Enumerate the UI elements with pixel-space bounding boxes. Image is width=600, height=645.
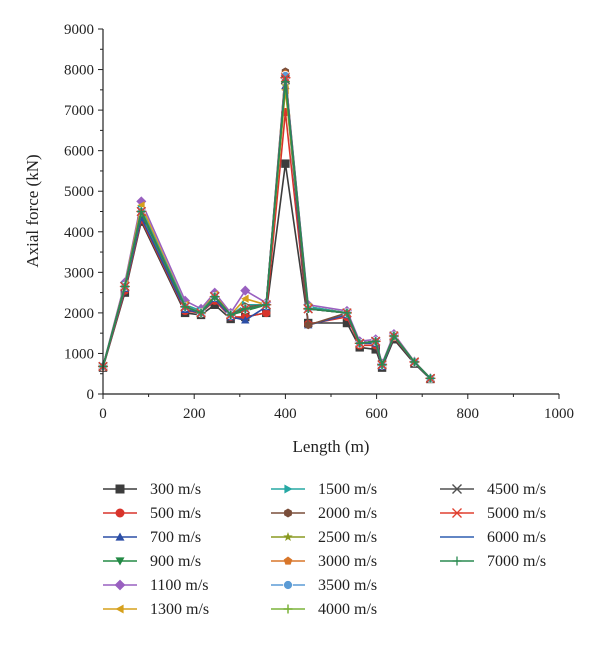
series-line-7000-m-s xyxy=(102,80,431,379)
data-point-300-m-s xyxy=(342,318,352,328)
data-point-7000-m-s xyxy=(426,374,435,383)
legend-label: 1300 m/s xyxy=(150,601,209,618)
data-point-7000-m-s xyxy=(355,339,364,348)
legend-swatch-marker xyxy=(451,508,463,518)
legend-swatch-marker xyxy=(283,556,293,565)
data-point-7000-m-s xyxy=(226,310,235,320)
y-tick-label: 7000 xyxy=(64,103,94,119)
data-point-7000-m-s xyxy=(180,302,190,312)
data-point-7000-m-s xyxy=(137,207,146,216)
data-point-7000-m-s xyxy=(410,357,419,367)
data-point-700-m-s xyxy=(241,315,250,324)
legend-swatch-marker xyxy=(283,532,293,542)
y-tick-label: 0 xyxy=(87,387,95,403)
legend-item-700-m-s: 700 m/s xyxy=(103,529,201,546)
data-point-7000-m-s xyxy=(241,304,250,314)
legend-item-1500-m-s: 1500 m/s xyxy=(271,481,377,498)
legend-swatch-marker xyxy=(115,557,125,566)
legend-item-4000-m-s: 4000 m/s xyxy=(271,601,377,618)
x-tick-label: 200 xyxy=(183,406,206,422)
x-axis-title: Length (m) xyxy=(293,437,370,456)
x-tick-label: 0 xyxy=(99,406,107,422)
x-tick-label: 400 xyxy=(274,406,297,422)
y-axis-title: Axial force (kN) xyxy=(23,154,42,267)
data-point-7000-m-s xyxy=(281,77,290,86)
legend-label: 300 m/s xyxy=(150,481,201,498)
series-1500-m-s xyxy=(99,71,435,383)
legend-swatch-marker xyxy=(115,532,125,541)
data-point-7000-m-s xyxy=(377,360,387,369)
legend-label: 500 m/s xyxy=(150,505,201,522)
legend-item-7000-m-s: 7000 m/s xyxy=(440,553,546,570)
series-layer xyxy=(97,67,436,384)
data-point-500-m-s xyxy=(262,308,271,318)
series-7000-m-s xyxy=(98,77,435,383)
data-point-1300-m-s xyxy=(241,294,249,303)
data-point-7000-m-s xyxy=(262,300,271,309)
legend-label: 4000 m/s xyxy=(318,601,377,618)
legend-label: 3500 m/s xyxy=(318,577,377,594)
legend-label: 1100 m/s xyxy=(150,577,209,594)
x-tick-label: 600 xyxy=(365,406,388,422)
data-point-7000-m-s xyxy=(196,308,206,318)
legend-item-4500-m-s: 4500 m/s xyxy=(440,481,546,498)
legend-label: 6000 m/s xyxy=(487,529,546,546)
legend-item-1100-m-s: 1100 m/s xyxy=(103,577,209,594)
legend: 300 m/s 500 m/s 700 m/s 900 m/s 1100 m/s 1300… xyxy=(103,481,546,618)
legend-label: 700 m/s xyxy=(150,529,201,546)
y-tick-label: 9000 xyxy=(64,22,94,38)
y-tick-label: 3000 xyxy=(64,265,94,281)
legend-swatch-marker xyxy=(114,579,126,591)
data-point-7000-m-s xyxy=(389,331,399,341)
y-tick-label: 8000 xyxy=(64,63,94,79)
legend-swatch-marker xyxy=(284,484,293,494)
legend-label: 7000 m/s xyxy=(487,553,546,570)
legend-label: 1500 m/s xyxy=(318,481,377,498)
data-point-7000-m-s xyxy=(342,308,352,318)
y-tick-label: 5000 xyxy=(64,184,94,200)
legend-item-3000-m-s: 3000 m/s xyxy=(271,553,377,570)
legend-item-2000-m-s: 2000 m/s xyxy=(271,505,377,522)
series-line-300-m-s xyxy=(102,162,431,380)
data-point-300-m-s xyxy=(281,159,290,168)
legend-label: 2000 m/s xyxy=(318,505,377,522)
axes-layer: 0 1000 2000 3000 4000 5000 6000 7000 8000 9000 0 20… xyxy=(64,22,574,422)
legend-item-3500-m-s: 3500 m/s xyxy=(271,577,377,594)
x-tick-label: 800 xyxy=(457,406,480,422)
legend-label: 4500 m/s xyxy=(487,481,546,498)
data-point-2000-m-s xyxy=(304,320,312,330)
x-tick-label: 1000 xyxy=(544,406,574,422)
series-500-m-s xyxy=(98,107,435,383)
legend-item-1300-m-s: 1300 m/s xyxy=(103,601,209,618)
legend-swatch-marker xyxy=(452,556,462,566)
legend-label: 5000 m/s xyxy=(487,505,546,522)
legend-item-5000-m-s: 5000 m/s xyxy=(440,505,546,522)
legend-item-300-m-s: 300 m/s xyxy=(103,481,201,498)
legend-swatch-marker xyxy=(283,580,293,590)
series-300-m-s xyxy=(98,159,435,384)
data-point-7000-m-s xyxy=(371,337,380,346)
legend-item-2500-m-s: 2500 m/s xyxy=(271,529,377,546)
legend-item-500-m-s: 500 m/s xyxy=(103,505,201,522)
data-point-7000-m-s xyxy=(210,292,219,301)
legend-item-900-m-s: 900 m/s xyxy=(103,553,201,570)
y-tick-label: 4000 xyxy=(64,225,94,241)
y-tick-label: 6000 xyxy=(64,144,94,160)
y-tick-label: 2000 xyxy=(64,306,94,322)
legend-swatch-marker xyxy=(452,484,462,494)
legend-label: 900 m/s xyxy=(150,553,201,570)
y-tick-label: 1000 xyxy=(64,346,94,362)
legend-label: 3000 m/s xyxy=(318,553,377,570)
legend-swatch-marker xyxy=(115,484,125,494)
data-point-7000-m-s xyxy=(304,304,313,314)
legend-swatch-marker xyxy=(115,604,124,614)
legend-swatch-marker xyxy=(115,508,125,518)
legend-label: 2500 m/s xyxy=(318,529,377,546)
data-point-1100-m-s xyxy=(240,285,251,296)
legend-swatch-marker xyxy=(284,508,292,518)
legend-swatch-marker xyxy=(283,604,293,614)
data-point-7000-m-s xyxy=(120,282,130,291)
legend-item-6000-m-s: 6000 m/s xyxy=(440,529,546,546)
